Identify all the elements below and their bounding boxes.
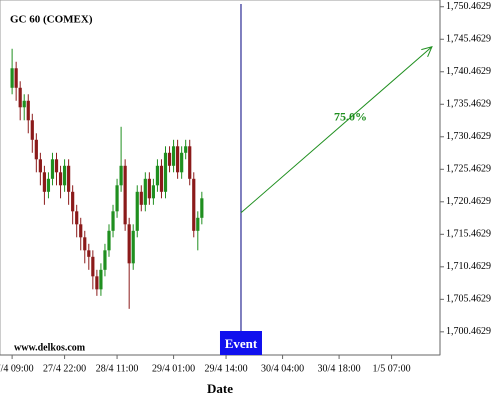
y-tick-label: 1,730.4629 [446,131,491,142]
candle-body [99,269,103,290]
candle-body [58,172,63,186]
arrow-head [421,45,433,58]
candle-body [67,165,71,192]
y-tick-label: 1,725.4629 [446,164,491,175]
candle-body [34,139,38,160]
candle-body [22,100,26,108]
candle-body [176,146,180,173]
candle-body [111,211,115,231]
candle-body [147,178,151,199]
candle-body [180,152,184,173]
x-tick-label: 28/4 11:00 [96,363,139,374]
x-tick-label: 29/4 14:00 [205,363,248,374]
y-tick-label: 1,705.4629 [446,294,491,305]
candle-body [159,165,164,192]
candle-body [14,68,18,88]
candle-body [163,152,168,192]
projection-arrow [240,46,433,214]
candle-body [75,211,79,225]
candle-body [127,224,131,264]
candle-body [42,172,47,192]
candle-body [196,217,200,231]
candle-body [184,146,188,153]
candle-body [71,191,75,212]
candle-body [10,68,14,88]
candle-body [46,178,51,192]
x-tick-label: 27/4 09:00 [0,363,34,374]
candle-body [119,165,123,186]
event-label: Event [225,336,258,351]
candle-body [139,191,143,205]
candle-body [103,250,107,270]
candle-body [95,276,99,290]
y-tick-label: 1,710.4629 [446,261,491,272]
y-tick-label: 1,750.4629 [446,1,491,12]
candle-body [143,178,147,205]
chart-title: GC 60 (COMEX) [10,14,93,26]
candle-body [38,159,42,173]
candle-body [192,178,196,231]
candle-body [151,185,155,199]
candle-body [83,237,87,251]
candle-body [62,165,67,186]
y-tick-label: 1,735.4629 [446,99,491,110]
projection-label: 75.0% [334,110,367,124]
y-tick-label: 1,740.4629 [446,66,491,77]
candle-body [87,250,91,257]
candle-body [171,146,176,166]
x-tick-label: 27/4 22:00 [43,363,86,374]
candle-body [167,152,172,166]
y-tick-label: 1,700.4629 [446,326,491,337]
candle-body [26,100,30,121]
plot-area [0,0,441,356]
x-tick-label: 29/4 01:00 [152,363,195,374]
x-tick-label: 30/4 04:00 [261,363,304,374]
candle-body [54,159,59,173]
candle-body [50,159,55,179]
candle-body [123,165,127,225]
candle-body [18,87,22,108]
y-tick-label: 1,715.4629 [446,229,491,240]
candle-body [115,185,119,212]
candle-body [200,198,204,218]
candle-body [188,146,192,179]
x-axis-label: Date [207,381,233,396]
candle-body [30,120,34,140]
candle-body [79,224,83,238]
candle-body [91,256,95,277]
watermark: www.delkos.com [14,342,86,353]
x-tick-label: 30/4 18:00 [318,363,361,374]
y-tick-label: 1,745.4629 [446,34,491,45]
candle-body [131,230,135,264]
x-tick-label: 1/5 07:00 [373,363,411,374]
event-box [219,331,262,355]
y-tick-label: 1,720.4629 [446,196,491,207]
candle-body [135,191,139,231]
candle-body [107,230,111,251]
candle-body [155,165,160,186]
